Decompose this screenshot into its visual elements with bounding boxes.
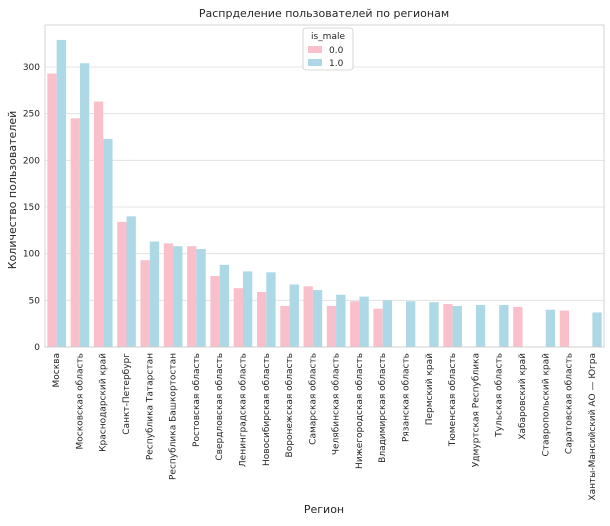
bar [382, 300, 393, 347]
bar [56, 39, 66, 347]
bars [47, 39, 602, 348]
x-tick-label: Тульская область [495, 353, 505, 438]
x-tick-label: Ленинградская область [238, 353, 248, 467]
x-tick-labels: Москва Московская область Краснодарский кр… [52, 353, 598, 501]
bar [163, 243, 174, 347]
bar [173, 246, 183, 347]
x-tick-label: Новосибирская область [262, 353, 272, 466]
bar [117, 221, 127, 347]
x-tick-label: Москва [52, 353, 62, 387]
bar [373, 308, 383, 347]
x-tick-label: Санкт-Петербург [122, 353, 132, 435]
x-tick-label: Воронежская область [285, 353, 295, 457]
legend-swatch [308, 59, 322, 66]
x-tick-label: Саратовская область [565, 353, 575, 454]
bar [242, 271, 253, 347]
bar [406, 301, 416, 347]
plot-frame [44, 24, 605, 348]
x-axis-label: Регион [304, 503, 344, 516]
x-tick-label: Ростовская область [192, 353, 202, 447]
y-tick-label: 50 [29, 296, 41, 306]
y-tick-label: 0 [34, 343, 40, 353]
bar [336, 294, 346, 347]
y-axis-label: Количество пользователей [6, 111, 19, 270]
bar [149, 241, 160, 347]
bar [187, 246, 197, 347]
bar [303, 286, 313, 347]
bar [126, 216, 136, 347]
x-tick-label: Тюменская область [448, 353, 458, 447]
bar [452, 305, 462, 347]
y-tick-label: 200 [23, 156, 40, 166]
bar [210, 276, 220, 347]
bar [429, 302, 439, 347]
x-tick-label: Рязанская область [402, 353, 412, 442]
bar [289, 284, 299, 347]
x-tick-label: Московская область [75, 353, 85, 449]
bar [559, 310, 570, 347]
bar [326, 305, 337, 347]
x-tick-label: Краснодарский край [99, 353, 109, 452]
x-tick-label: Удмуртская Республика [471, 353, 481, 467]
x-tick-label: Республика Татарстан [145, 353, 155, 460]
bar [256, 291, 267, 347]
y-tick-label: 100 [23, 250, 40, 260]
y-tick-label: 250 [23, 110, 40, 120]
bar [499, 305, 509, 347]
bar [196, 249, 206, 347]
chart-title: Распрделение пользователей по регионам [199, 7, 449, 20]
bar [103, 138, 113, 347]
legend-label: 1.0 [329, 59, 344, 69]
bar [233, 288, 243, 347]
bar [545, 309, 556, 347]
bar [266, 272, 276, 347]
bar [475, 305, 486, 347]
y-gridlines [45, 66, 604, 348]
x-tick-label: Владимирская область [378, 353, 388, 463]
legend-label: 0.0 [329, 46, 344, 56]
legend-title: is_male [311, 32, 345, 42]
y-tick-labels: 0 50 100 150 200 250 300 [23, 63, 40, 353]
x-tick-label: Ханты-Мансийский АО — Югра [588, 353, 598, 501]
bar [93, 101, 104, 348]
bar [47, 73, 57, 348]
bar [79, 63, 90, 348]
bar [359, 296, 369, 347]
x-tick-label: Ставропольский край [541, 353, 551, 457]
x-tick-label: Свердловская область [215, 353, 225, 461]
bar [350, 301, 360, 347]
x-tick-label: Челябинская область [332, 353, 342, 455]
x-tick-label: Пермский край [425, 353, 435, 425]
bar [312, 290, 323, 347]
x-tick-label: Нижегородская область [355, 353, 365, 469]
bar [140, 260, 150, 347]
y-tick-label: 150 [23, 203, 40, 213]
bar [219, 264, 230, 347]
x-tick-label: Самарская область [308, 353, 318, 445]
legend-swatch [308, 46, 322, 53]
bar [280, 305, 290, 347]
bar [443, 304, 453, 347]
bar [592, 312, 602, 347]
x-tick-label: Хабаровский край [518, 353, 528, 440]
bar [513, 306, 523, 347]
y-tick-label: 300 [23, 63, 40, 73]
bar [70, 118, 80, 347]
legend: is_male 0.0 1.0 [302, 27, 354, 71]
x-tick-label: Республика Башкортостан [169, 353, 179, 480]
